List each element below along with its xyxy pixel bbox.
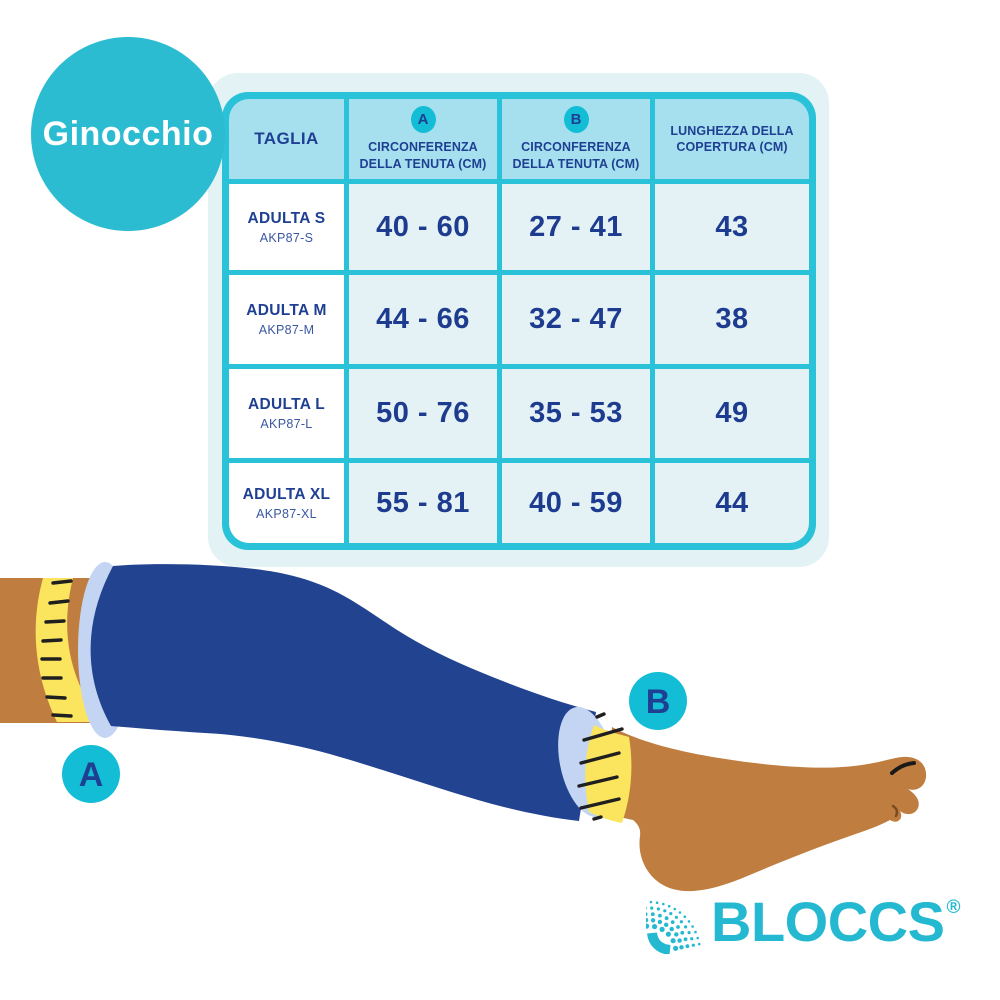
size-code: AKP87-M bbox=[258, 323, 315, 337]
col-header-circonferenza-b: B CIRCONFERENZA DELLA TENUTA (CM) bbox=[502, 99, 650, 179]
range-a: 40 - 60 bbox=[376, 210, 470, 243]
bloccs-logo: BLOCCS ® bbox=[646, 894, 960, 954]
size-name: ADULTA L bbox=[247, 396, 325, 413]
toe-crease bbox=[891, 804, 899, 818]
spray-dots bbox=[646, 900, 701, 951]
value-cell: 40 - 59 bbox=[502, 463, 650, 543]
thigh-tape-measure bbox=[35, 578, 101, 722]
value-cell: 43 bbox=[655, 184, 809, 270]
range-a: 55 - 81 bbox=[376, 486, 470, 519]
length-value: 44 bbox=[715, 486, 749, 519]
spray-swoosh bbox=[647, 932, 671, 954]
size-name: ADULTA XL bbox=[242, 485, 331, 503]
registered-mark: ® bbox=[946, 897, 960, 918]
value-cell: 27 - 41 bbox=[502, 184, 650, 270]
value-cell: 35 - 53 bbox=[502, 369, 650, 458]
value-cell: 40 - 60 bbox=[349, 184, 497, 270]
col-header-label: CIRCONFERENZA DELLA TENUTA (CM) bbox=[512, 140, 640, 171]
ankle-tape-measure bbox=[585, 725, 632, 823]
ankle-tape-ticks bbox=[577, 712, 624, 821]
size-cell-adulta-l: ADULTA L AKP87-L bbox=[229, 369, 344, 458]
thigh-tape-ticks bbox=[40, 579, 73, 718]
length-value: 49 bbox=[715, 397, 749, 429]
col-header-label: LUNGHEZZA DELLA COPERTURA (CM) bbox=[670, 123, 794, 154]
range-a: 50 - 76 bbox=[376, 397, 470, 429]
size-code: AKP87-XL bbox=[256, 506, 317, 521]
ginocchio-label: Ginocchio bbox=[42, 114, 214, 153]
svg-text:A: A bbox=[79, 756, 104, 794]
marker-a-icon: A bbox=[410, 106, 436, 134]
value-cell: 50 - 76 bbox=[349, 369, 497, 458]
range-b: 32 - 47 bbox=[529, 303, 623, 335]
size-code: AKP87-L bbox=[260, 417, 313, 431]
svg-text:B: B bbox=[646, 683, 671, 721]
size-table-panel: TAGLIA A CIRCONFERENZA DELLA TENUTA (CM)… bbox=[208, 73, 829, 567]
range-b: 40 - 59 bbox=[529, 486, 623, 519]
value-cell: 55 - 81 bbox=[349, 463, 497, 543]
bloccs-spray-icon bbox=[646, 900, 701, 954]
marker-b-icon: B bbox=[563, 106, 589, 134]
toenail-line bbox=[890, 761, 916, 775]
value-cell: 49 bbox=[655, 369, 809, 458]
col-header-label: CIRCONFERENZA DELLA TENUTA (CM) bbox=[359, 140, 487, 171]
size-name: ADULTA S bbox=[247, 209, 326, 227]
foot-skin bbox=[605, 727, 927, 892]
ginocchio-badge: Ginocchio bbox=[31, 37, 225, 231]
range-a: 44 - 66 bbox=[376, 303, 470, 335]
value-cell: 44 bbox=[655, 463, 809, 543]
value-cell: 32 - 47 bbox=[502, 275, 650, 364]
waterproof-cover bbox=[90, 564, 596, 821]
value-cell: 38 bbox=[655, 275, 809, 364]
bloccs-wordmark: BLOCCS ® bbox=[711, 894, 960, 950]
range-b: 35 - 53 bbox=[529, 397, 623, 429]
size-cell-adulta-xl: ADULTA XL AKP87-XL bbox=[229, 463, 344, 543]
length-value: 43 bbox=[715, 210, 749, 243]
size-table: TAGLIA A CIRCONFERENZA DELLA TENUTA (CM)… bbox=[222, 92, 816, 550]
marker-a-badge: A bbox=[62, 745, 120, 803]
size-name: ADULTA M bbox=[246, 302, 327, 319]
length-value: 38 bbox=[715, 303, 749, 335]
col-header-lunghezza: LUNGHEZZA DELLA COPERTURA (CM) bbox=[655, 99, 809, 179]
col-header-circonferenza-a: A CIRCONFERENZA DELLA TENUTA (CM) bbox=[349, 99, 497, 179]
marker-b-badge: B bbox=[629, 672, 687, 730]
value-cell: 44 - 66 bbox=[349, 275, 497, 364]
brand-name: BLOCCS bbox=[711, 890, 945, 953]
col-header-taglia: TAGLIA bbox=[229, 99, 344, 179]
size-code: AKP87-S bbox=[259, 230, 314, 245]
size-cell-adulta-m: ADULTA M AKP87-M bbox=[229, 275, 344, 364]
size-cell-adulta-s: ADULTA S AKP87-S bbox=[229, 184, 344, 270]
col-header-label: TAGLIA bbox=[254, 128, 319, 148]
range-b: 27 - 41 bbox=[529, 210, 623, 243]
